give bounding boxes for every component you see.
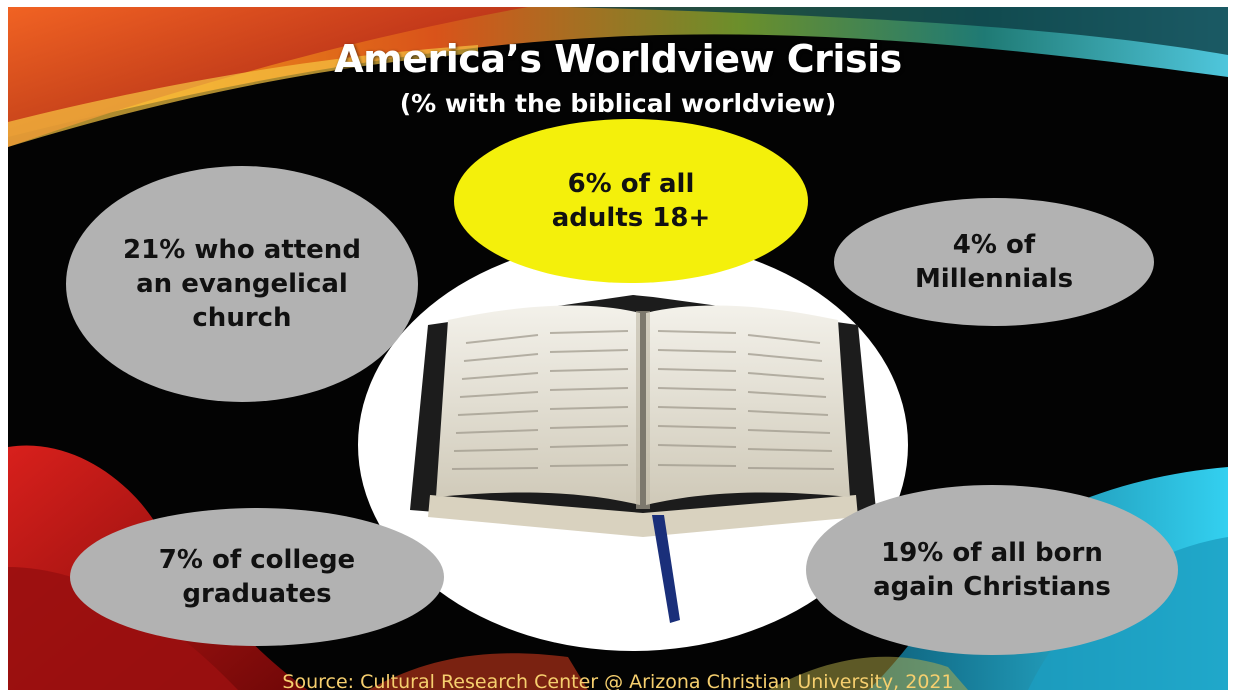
stat-bubble-millennials: 4% of Millennials (834, 198, 1154, 326)
source-caption: Source: Cultural Research Center @ Arizo… (282, 671, 954, 690)
stat-bubble-college-graduates: 7% of college graduates (70, 508, 444, 646)
stat-bubble-all-adults: 6% of all adults 18+ (454, 119, 808, 283)
presentation-slide: America’s Worldview Crisis (% with the b… (8, 7, 1228, 690)
slide-subtitle: (% with the biblical worldview) (399, 89, 837, 118)
open-bible-image (410, 295, 876, 623)
slide-title: America’s Worldview Crisis (334, 37, 902, 81)
stat-bubble-evangelical-church: 21% who attend an evangelical church (66, 166, 418, 402)
stat-bubble-born-again: 19% of all born again Christians (806, 485, 1178, 655)
